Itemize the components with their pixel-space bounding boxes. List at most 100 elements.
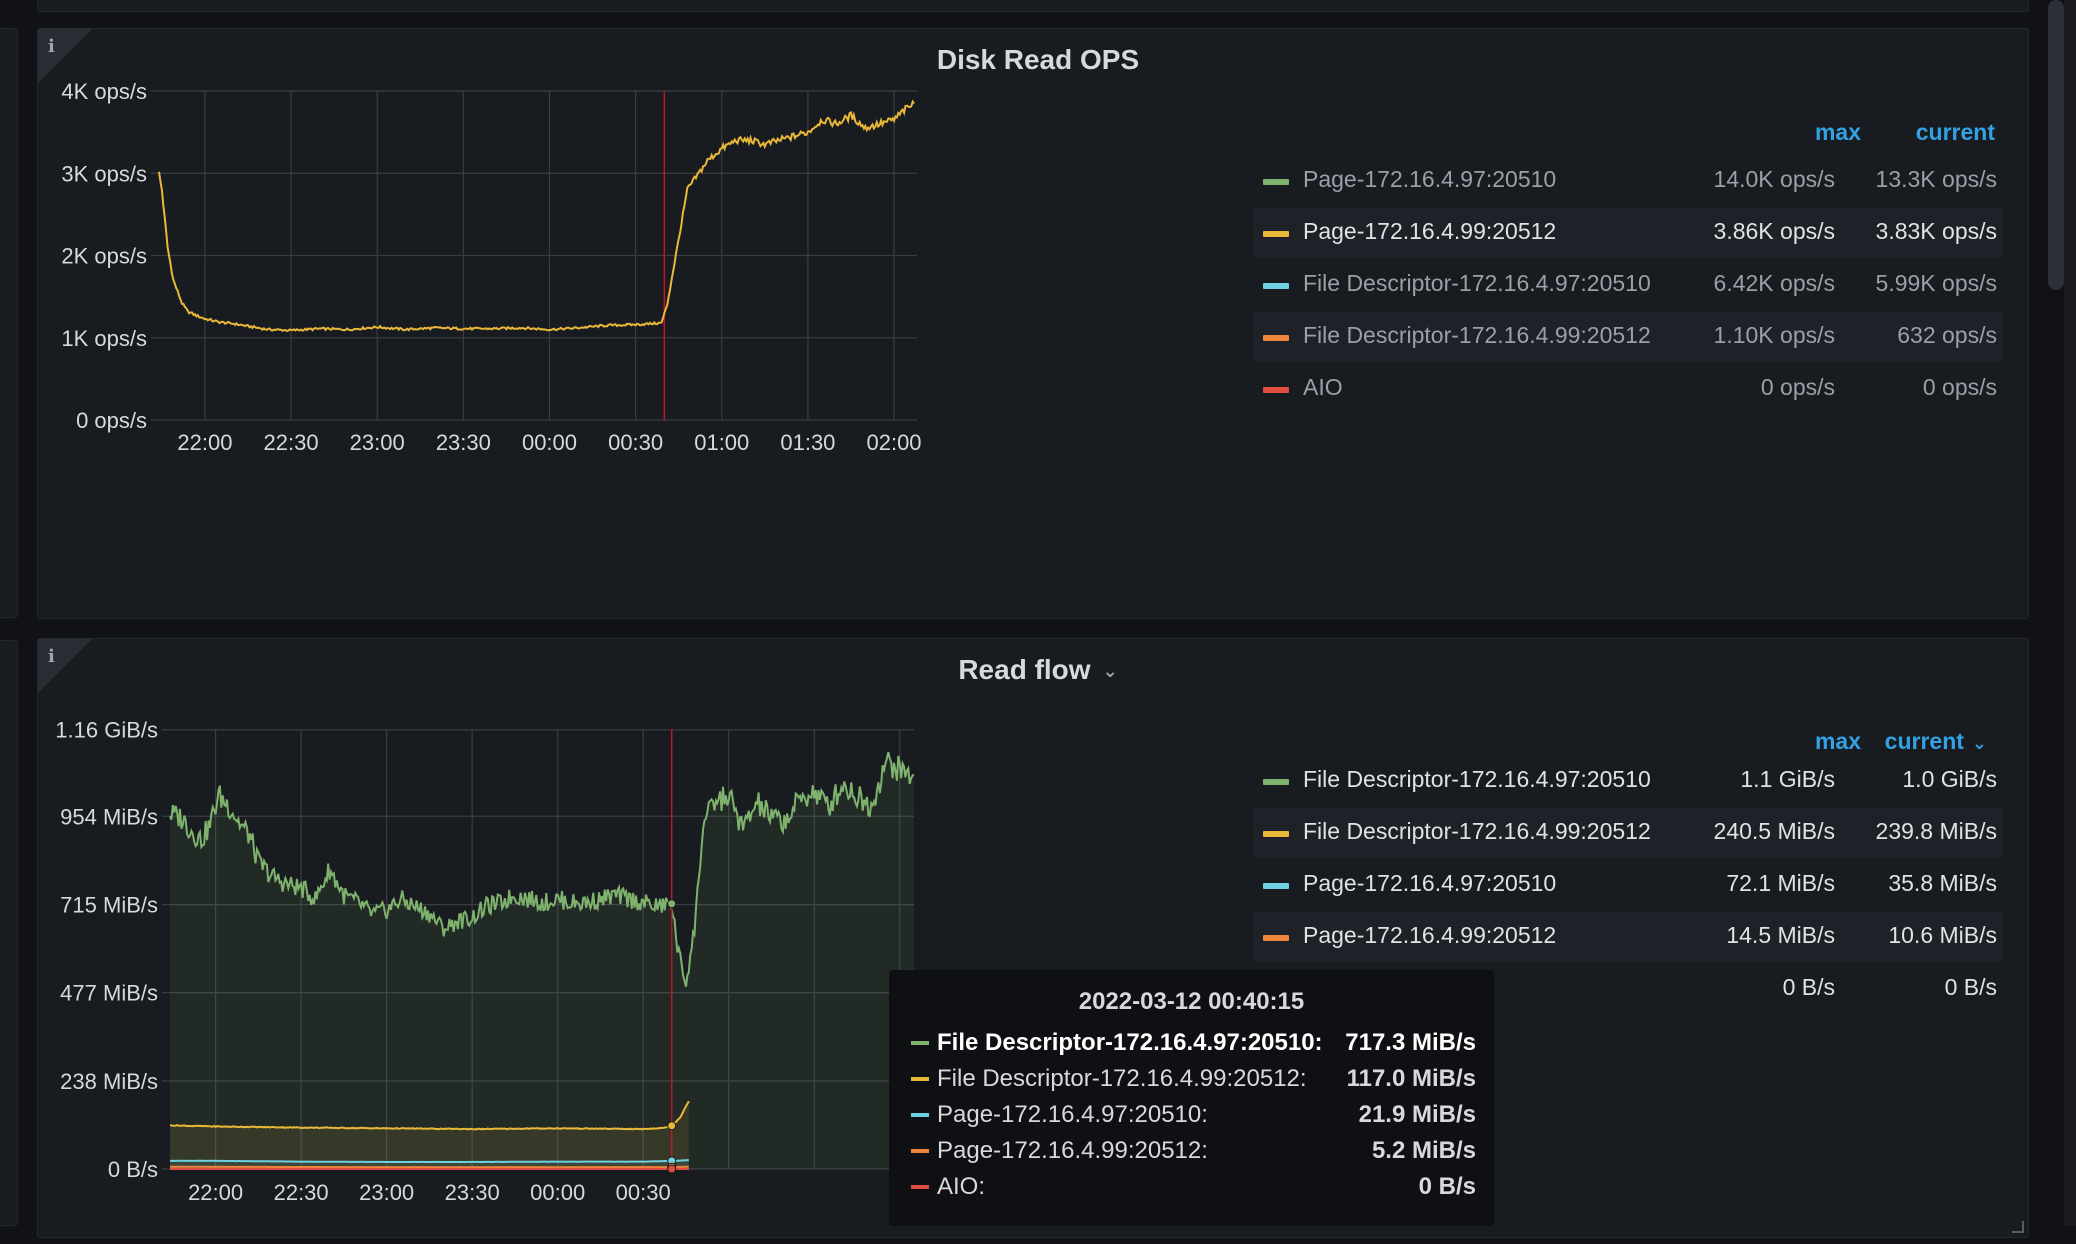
series-line[interactable] xyxy=(159,102,914,331)
tooltip-row: AIO: 0 B/s xyxy=(911,1170,1476,1206)
x-tick-label: 22:00 xyxy=(188,1180,243,1205)
y-tick-label: 238 MiB/s xyxy=(60,1069,158,1094)
x-tick-label: 23:00 xyxy=(350,430,405,455)
tooltip-series-value: 5.2 MiB/s xyxy=(1372,1137,1476,1165)
x-tick-label: 22:30 xyxy=(274,1180,329,1205)
series-color-swatch[interactable] xyxy=(1263,179,1289,185)
legend-current-value: 632 ops/s xyxy=(1897,322,1997,349)
y-tick-label: 1K ops/s xyxy=(61,326,147,351)
legend-item[interactable]: File Descriptor-172.16.4.97:20510 6.42K o… xyxy=(1253,260,2003,310)
hover-point xyxy=(668,1165,676,1173)
legend-series-name[interactable]: File Descriptor-172.16.4.99:20512 xyxy=(1303,322,1651,349)
legend-current-value: 35.8 MiB/s xyxy=(1888,870,1997,897)
legend-item[interactable]: Page-172.16.4.99:20512 3.86K ops/s 3.83K o… xyxy=(1253,208,2003,258)
legend-current-value: 13.3K ops/s xyxy=(1876,166,1997,193)
y-tick-label: 4K ops/s xyxy=(61,79,147,104)
series-color-swatch xyxy=(911,1185,929,1189)
x-tick-label: 02:00 xyxy=(866,430,921,455)
x-tick-label: 23:30 xyxy=(436,430,491,455)
series-color-swatch[interactable] xyxy=(1263,387,1289,393)
legend-max-value: 3.86K ops/s xyxy=(1714,218,1835,245)
panel-resize-handle[interactable] xyxy=(2012,1221,2024,1233)
x-tick-label: 01:30 xyxy=(780,430,835,455)
tooltip-series-name: Page-172.16.4.97:20510: xyxy=(937,1101,1208,1129)
legend-current-header[interactable]: current⌄ xyxy=(1253,728,1987,755)
legend-current-value: 239.8 MiB/s xyxy=(1876,818,1997,845)
legend-max-value: 6.42K ops/s xyxy=(1714,270,1835,297)
adjacent-panel-edge xyxy=(2064,0,2076,1226)
tooltip-series-name: File Descriptor-172.16.4.99:20512: xyxy=(937,1065,1307,1093)
legend-series-name[interactable]: Page-172.16.4.99:20512 xyxy=(1303,218,1556,245)
series-color-swatch xyxy=(911,1149,929,1153)
legend-current-value: 0 ops/s xyxy=(1923,374,1997,401)
legend-series-name[interactable]: File Descriptor-172.16.4.97:20510 xyxy=(1303,766,1651,793)
hover-point xyxy=(668,1122,676,1130)
tooltip-timestamp: 2022-03-12 00:40:15 xyxy=(889,988,1494,1016)
legend-series-name[interactable]: Page-172.16.4.97:20510 xyxy=(1303,166,1556,193)
legend-max-value: 0 B/s xyxy=(1783,974,1835,1001)
series-color-swatch[interactable] xyxy=(1263,779,1289,785)
y-tick-label: 954 MiB/s xyxy=(60,804,158,829)
chart-svg[interactable]: 0 ops/s 1K ops/s 2K ops/s 3K ops/s 4K ops/s 2… xyxy=(38,29,1268,620)
y-tick-label: 1.16 GiB/s xyxy=(55,718,158,743)
series-color-swatch[interactable] xyxy=(1263,283,1289,289)
legend-max-value: 0 ops/s xyxy=(1761,374,1835,401)
legend-current-value: 0 B/s xyxy=(1945,974,1997,1001)
tooltip-series-name: File Descriptor-172.16.4.97:20510: xyxy=(937,1029,1323,1057)
tooltip-series-value: 21.9 MiB/s xyxy=(1359,1101,1476,1129)
legend-max-value: 1.10K ops/s xyxy=(1714,322,1835,349)
series-color-swatch xyxy=(911,1077,929,1081)
y-tick-label: 0 ops/s xyxy=(76,408,147,433)
y-tick-label: 2K ops/s xyxy=(61,244,147,269)
x-tick-label: 00:30 xyxy=(608,430,663,455)
x-tick-label: 00:30 xyxy=(616,1180,671,1205)
tooltip-series-name: AIO: xyxy=(937,1173,985,1201)
legend-item[interactable]: File Descriptor-172.16.4.99:20512 1.10K o… xyxy=(1253,312,2003,362)
x-tick-label: 22:00 xyxy=(177,430,232,455)
legend-item[interactable]: AIO 0 ops/s 0 ops/s xyxy=(1253,364,2003,414)
tooltip-series-value: 117.0 MiB/s xyxy=(1347,1065,1476,1093)
tooltip-series-value: 0 B/s xyxy=(1419,1173,1476,1201)
x-tick-label: 01:00 xyxy=(694,430,749,455)
x-tick-label: 00:00 xyxy=(522,430,577,455)
series-color-swatch xyxy=(911,1041,929,1045)
x-tick-label: 23:30 xyxy=(445,1180,500,1205)
previous-panel-edge xyxy=(37,0,2029,12)
tooltip-row: Page-172.16.4.97:20510: 21.9 MiB/s xyxy=(911,1098,1476,1134)
series-color-swatch[interactable] xyxy=(1263,935,1289,941)
tooltip-row: Page-172.16.4.99:20512:5.2 MiB/s xyxy=(911,1134,1476,1170)
legend-series-name[interactable]: File Descriptor-172.16.4.97:20510 xyxy=(1303,270,1651,297)
legend-current-value: 3.83K ops/s xyxy=(1876,218,1997,245)
x-tick-label: 23:00 xyxy=(359,1180,414,1205)
legend-series-name[interactable]: Page-172.16.4.97:20510 xyxy=(1303,870,1556,897)
y-tick-label: 715 MiB/s xyxy=(60,893,158,918)
tooltip-series-value: 717.3 MiB/s xyxy=(1345,1029,1476,1057)
legend-item[interactable]: Page-172.16.4.97:20510 14.0K ops/s 13.3K o… xyxy=(1253,156,2003,206)
chevron-down-icon: ⌄ xyxy=(1972,733,1987,753)
legend-current-value: 5.99K ops/s xyxy=(1876,270,1997,297)
legend-series-name[interactable]: Page-172.16.4.99:20512 xyxy=(1303,922,1556,949)
series-color-swatch[interactable] xyxy=(1263,231,1289,237)
legend-series-name[interactable]: File Descriptor-172.16.4.99:20512 xyxy=(1303,818,1651,845)
legend-current-header[interactable]: current xyxy=(1253,119,1995,146)
legend-current-value: 1.0 GiB/s xyxy=(1902,766,1997,793)
disk-read-ops-chart[interactable]: 0 ops/s 1K ops/s 2K ops/s 3K ops/s 4K ops/s 2… xyxy=(38,29,1268,625)
legend-series-name[interactable]: AIO xyxy=(1303,374,1343,401)
series-color-swatch xyxy=(911,1113,929,1117)
left-panel-edge xyxy=(0,640,18,1226)
legend-max-value: 14.0K ops/s xyxy=(1714,166,1835,193)
series-color-swatch[interactable] xyxy=(1263,831,1289,837)
graph-tooltip: 2022-03-12 00:40:15 File Descriptor-172.… xyxy=(889,970,1494,1226)
y-tick-label: 0 B/s xyxy=(108,1157,158,1182)
series-color-swatch[interactable] xyxy=(1263,335,1289,341)
y-tick-label: 3K ops/s xyxy=(61,161,147,186)
series-color-swatch[interactable] xyxy=(1263,883,1289,889)
left-panel-edge xyxy=(0,28,18,618)
page-scrollbar[interactable] xyxy=(2048,0,2064,290)
series-area xyxy=(170,752,914,1169)
